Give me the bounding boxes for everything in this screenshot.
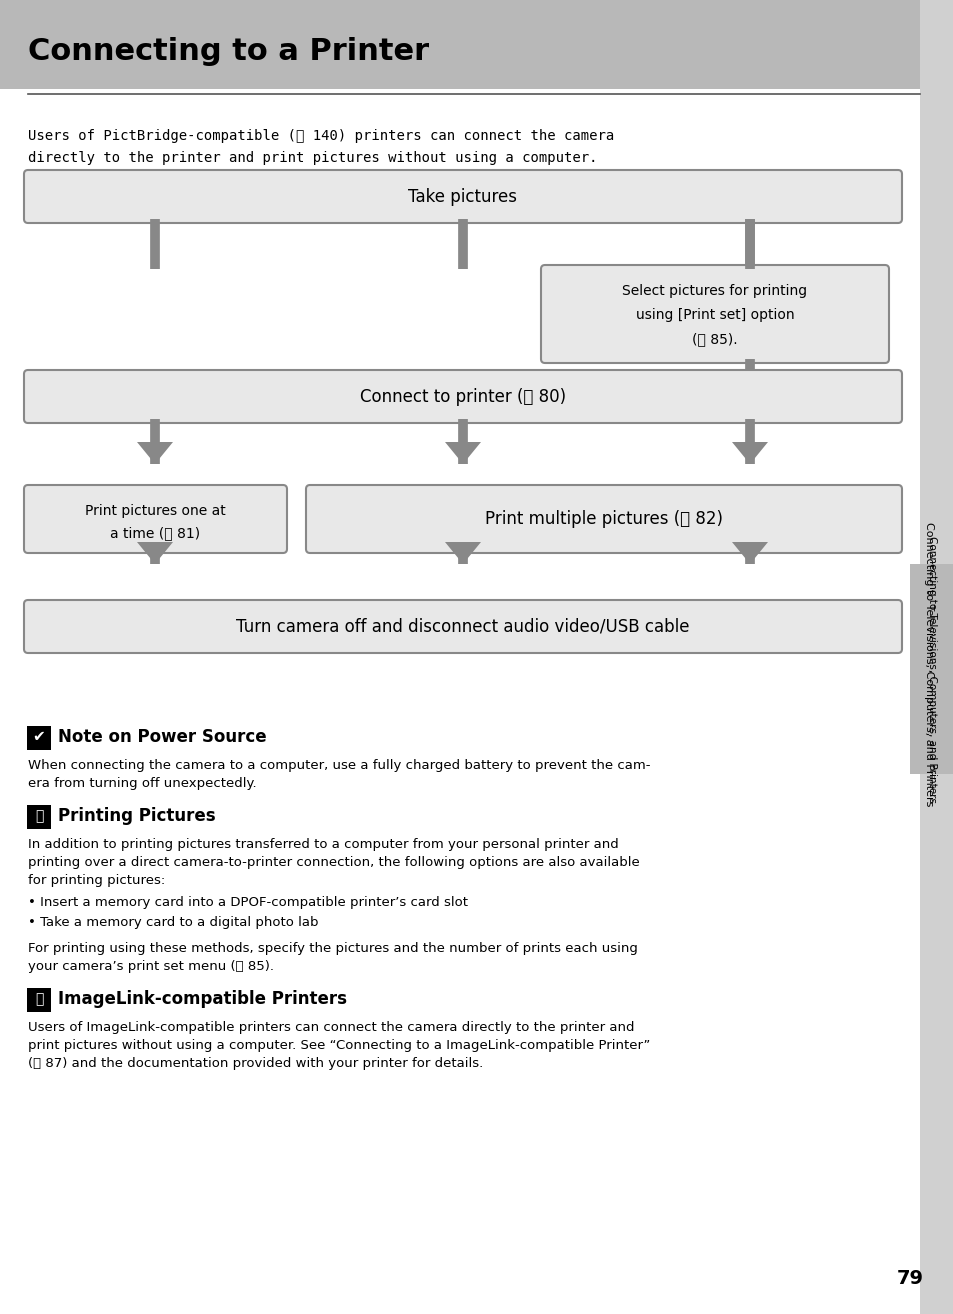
FancyBboxPatch shape [0,0,953,89]
Polygon shape [137,541,172,564]
Text: Print multiple pictures (Ⓝ 82): Print multiple pictures (Ⓝ 82) [484,510,722,528]
FancyBboxPatch shape [27,988,51,1012]
Text: a time (Ⓝ 81): a time (Ⓝ 81) [111,526,200,540]
Polygon shape [444,541,480,564]
Text: Print pictures one at: Print pictures one at [85,505,226,518]
FancyBboxPatch shape [24,371,901,423]
FancyBboxPatch shape [919,0,953,1314]
Text: directly to the printer and print pictures without using a computer.: directly to the printer and print pictur… [28,151,597,166]
Text: Select pictures for printing: Select pictures for printing [621,284,807,298]
Text: using [Print set] option: using [Print set] option [635,307,794,322]
Polygon shape [731,541,767,564]
Text: Printing Pictures: Printing Pictures [58,807,215,825]
Text: Note on Power Source: Note on Power Source [58,728,266,746]
Text: Users of ImageLink-compatible printers can connect the camera directly to the pr: Users of ImageLink-compatible printers c… [28,1021,634,1034]
FancyBboxPatch shape [27,805,51,829]
Text: • Insert a memory card into a DPOF-compatible printer’s card slot: • Insert a memory card into a DPOF-compa… [28,896,468,909]
Text: ⓙ: ⓙ [34,992,43,1007]
Text: Connect to printer (Ⓝ 80): Connect to printer (Ⓝ 80) [359,388,565,406]
Text: • Take a memory card to a digital photo lab: • Take a memory card to a digital photo … [28,916,318,929]
Text: Connecting to Televisions, Computers, and Printers: Connecting to Televisions, Computers, an… [923,522,933,807]
FancyBboxPatch shape [27,727,51,750]
Text: Users of PictBridge-compatible (Ⓝ 140) printers can connect the camera: Users of PictBridge-compatible (Ⓝ 140) p… [28,129,614,143]
Text: printing over a direct camera-to-printer connection, the following options are a: printing over a direct camera-to-printer… [28,855,639,869]
Text: When connecting the camera to a computer, use a fully charged battery to prevent: When connecting the camera to a computer… [28,759,650,773]
Polygon shape [444,442,480,464]
Text: In addition to printing pictures transferred to a computer from your personal pr: In addition to printing pictures transfe… [28,838,618,851]
Text: Connecting to Televisions, Computers, and Printers: Connecting to Televisions, Computers, an… [926,536,936,803]
Text: Connecting to a Printer: Connecting to a Printer [28,38,429,67]
Text: your camera’s print set menu (Ⓝ 85).: your camera’s print set menu (Ⓝ 85). [28,961,274,972]
Text: ⓙ: ⓙ [34,809,43,823]
Text: for printing pictures:: for printing pictures: [28,874,165,887]
Text: (Ⓝ 87) and the documentation provided with your printer for details.: (Ⓝ 87) and the documentation provided wi… [28,1056,483,1070]
Text: (Ⓝ 85).: (Ⓝ 85). [692,332,737,346]
FancyBboxPatch shape [909,564,947,763]
FancyBboxPatch shape [909,564,953,774]
FancyBboxPatch shape [24,485,287,553]
Text: era from turning off unexpectedly.: era from turning off unexpectedly. [28,777,256,790]
FancyBboxPatch shape [24,170,901,223]
Text: Take pictures: Take pictures [408,188,517,205]
Text: Turn camera off and disconnect audio video/USB cable: Turn camera off and disconnect audio vid… [236,618,689,636]
Text: For printing using these methods, specify the pictures and the number of prints : For printing using these methods, specif… [28,942,638,955]
FancyBboxPatch shape [24,600,901,653]
Polygon shape [137,442,172,464]
FancyBboxPatch shape [306,485,901,553]
FancyBboxPatch shape [540,265,888,363]
Text: ImageLink-compatible Printers: ImageLink-compatible Printers [58,989,347,1008]
Text: ✔: ✔ [32,729,46,745]
Text: print pictures without using a computer. See “Connecting to a ImageLink-compatib: print pictures without using a computer.… [28,1039,650,1053]
Text: 79: 79 [896,1269,923,1289]
Polygon shape [731,442,767,464]
